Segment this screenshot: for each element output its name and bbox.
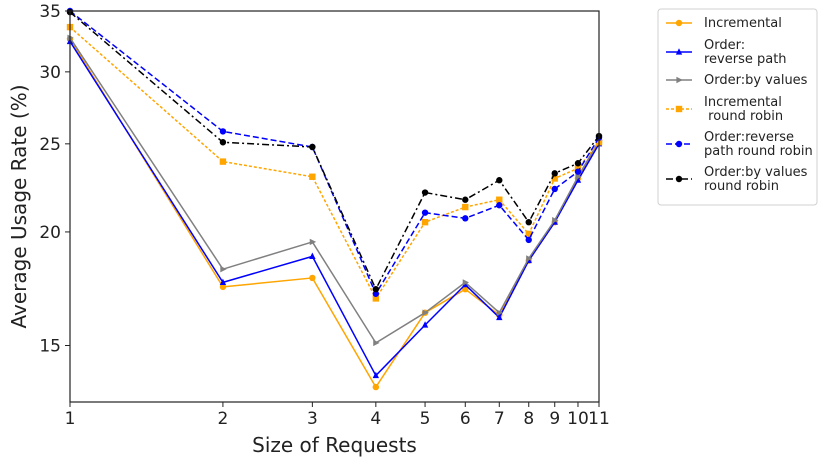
y-axis-label: Average Usage Rate (%) [7,85,31,329]
data-point [462,196,469,203]
data-point [574,168,582,175]
data-point [219,278,227,285]
data-point [309,238,317,246]
y-tick-label: 15 [39,337,61,357]
x-tick-label: 8 [523,409,534,429]
data-point [462,279,470,286]
legend-marker [676,76,683,84]
plot-frame [69,10,600,403]
data-point [309,274,316,282]
data-point [496,309,504,316]
data-point [219,283,227,291]
legend-entry: Order: reverse path [666,38,787,67]
data-point [462,215,469,222]
data-point [422,309,429,316]
data-point [575,173,582,180]
data-point [372,285,380,293]
data-point [372,383,380,391]
x-tick-label: 3 [307,409,318,429]
legend-entry: Incremental [666,16,782,31]
legend-marker [675,48,683,55]
x-tick-label: 10 [567,409,589,429]
legend-label: Incremental round robin [704,95,783,124]
axes: 1 2 3 4 5 6 7 8 9 10 11 15 20 25 30 35 [39,2,609,429]
legend-entry: Order:by values round robin [666,165,808,194]
legend: Incremental Order: reverse path Order:by va… [657,8,818,206]
data-point [309,173,316,180]
x-tick-label: 5 [420,409,431,429]
data-point [525,236,532,244]
legend-entry: Incremental round robin [666,95,783,124]
x-axis-label: Size of Requests [252,433,417,457]
data-point [526,255,533,262]
x-tick-label: 4 [370,409,381,429]
data-point [219,128,227,135]
data-point [551,170,558,177]
data-point [551,175,558,182]
legend-marker [675,140,683,148]
data-point [525,230,532,238]
data-point [574,165,582,172]
data-point [462,285,469,293]
data-point [372,290,380,297]
x-tick-label: 1 [65,409,76,429]
y-tick-label: 35 [39,2,61,22]
x-tick-label: 7 [494,409,505,429]
x-tick-label: 11 [588,409,610,429]
data-point [309,143,316,151]
data-point [373,339,380,347]
legend-entry: Order:reverse path round robin [666,130,813,159]
legend-label: Order:by values round robin [704,165,808,194]
legend-marker [675,105,683,113]
data-point [421,189,429,196]
data-point [421,209,429,216]
data-point [220,265,227,273]
data-point [421,321,429,328]
data-point [496,196,503,203]
x-tick-label: 9 [549,409,560,429]
data-point [219,158,227,165]
data-point [219,139,227,146]
data-point [552,217,559,224]
legend-label: Order:by values [704,73,808,88]
data-point [67,34,74,42]
data-point [496,313,503,321]
data-point [372,295,380,302]
data-point [496,202,503,209]
data-point [309,252,316,259]
legend-label: Order: reverse path [704,38,787,67]
legend-label: Order:reverse path round robin [704,130,813,159]
data-point [496,177,503,184]
data-point [421,218,429,226]
x-tick-label: 2 [218,409,229,429]
legend-marker [675,19,683,27]
legend-entry: Order:by values [666,73,808,88]
legend-box [657,8,818,206]
legend-label: Incremental [704,16,782,31]
data-point [551,185,558,193]
data-point [372,371,380,379]
data-point [462,203,469,211]
y-tick-label: 25 [39,135,61,155]
data-point [525,218,532,226]
legend-marker [675,175,683,183]
y-tick-label: 30 [39,63,61,83]
series-6 [66,8,603,293]
data-point [574,160,582,167]
y-tick-label: 20 [39,223,61,243]
x-tick-label: 6 [460,409,471,429]
